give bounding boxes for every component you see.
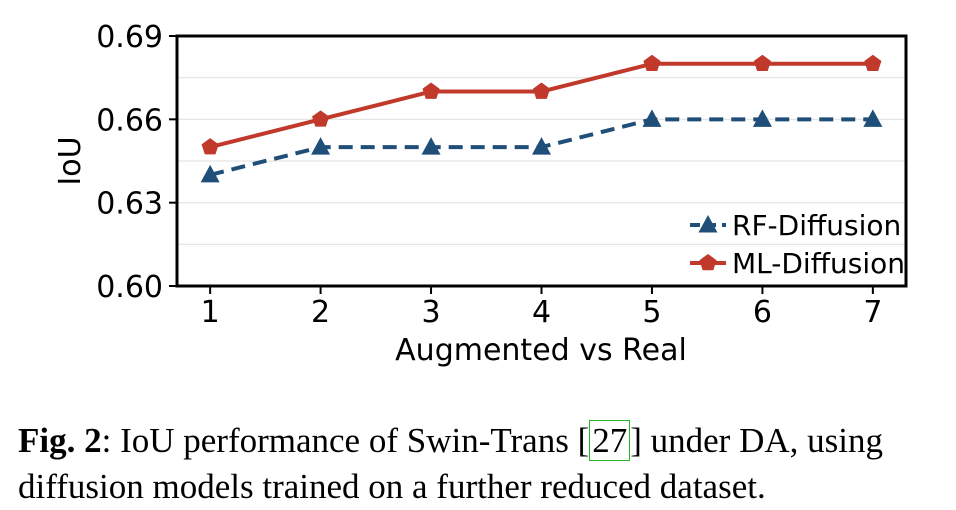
legend-label-ml-diffusion: ML-Diffusion (732, 247, 905, 280)
legend-marker-ml-diffusion (699, 254, 717, 271)
data-point-ml-diffusion (753, 54, 771, 72)
caption-label: Fig. 2 (18, 421, 102, 460)
tick-layer: 0.60 0.63 0.66 0.69 1 2 3 4 5 6 7 (96, 20, 882, 330)
series-layer (200, 54, 883, 183)
legend-item-rf-diffusion: RF-Diffusion (690, 209, 901, 242)
series-ml-diffusion (201, 54, 882, 155)
data-point-rf-diffusion (642, 109, 662, 127)
x-tick-label: 6 (753, 295, 772, 330)
y-tick-label: 0.63 (96, 187, 163, 222)
data-point-ml-diffusion (201, 138, 219, 155)
legend-marker-rf-diffusion (698, 215, 718, 233)
data-point-rf-diffusion (752, 109, 772, 127)
data-point-rf-diffusion (311, 137, 331, 155)
legend-item-ml-diffusion: ML-Diffusion (690, 247, 905, 280)
x-tick-label: 4 (532, 295, 551, 330)
data-point-rf-diffusion (421, 137, 441, 155)
y-tick-label: 0.60 (96, 270, 163, 305)
caption-text-before: : IoU performance of Swin-Trans [ (101, 421, 590, 460)
x-tick-label: 2 (311, 295, 330, 330)
series-line-ml-diffusion (209, 61, 873, 150)
iou-line-chart: 0.60 0.63 0.66 0.69 1 2 3 4 5 6 7 IoU Augmented vs… (53, 20, 908, 368)
x-tick-label: 7 (863, 295, 882, 330)
data-point-rf-diffusion (863, 109, 883, 127)
figure-caption: Fig. 2: IoU performance of Swin-Trans [2… (18, 418, 948, 510)
x-tick-label: 1 (201, 295, 220, 330)
data-point-ml-diffusion (864, 54, 882, 72)
data-point-ml-diffusion (312, 110, 330, 127)
data-point-ml-diffusion (422, 82, 440, 99)
legend-label-rf-diffusion: RF-Diffusion (732, 209, 901, 242)
x-tick-label: 3 (421, 295, 440, 330)
legend: RF-Diffusion ML-Diffusion (690, 209, 905, 280)
data-point-rf-diffusion (532, 137, 551, 155)
x-tick-label: 5 (642, 295, 661, 330)
data-point-ml-diffusion (532, 82, 551, 99)
data-point-rf-diffusion (200, 164, 220, 183)
x-axis-label: Augmented vs Real (395, 333, 687, 368)
y-tick-label: 0.69 (96, 20, 163, 55)
data-point-ml-diffusion (643, 54, 661, 72)
y-axis-label: IoU (53, 136, 88, 185)
y-tick-label: 0.66 (96, 103, 163, 138)
series-rf-diffusion (200, 109, 883, 183)
caption-text-after: ] under DA, using diffusion models train… (18, 421, 883, 506)
citation-link[interactable]: 27 (589, 420, 631, 461)
